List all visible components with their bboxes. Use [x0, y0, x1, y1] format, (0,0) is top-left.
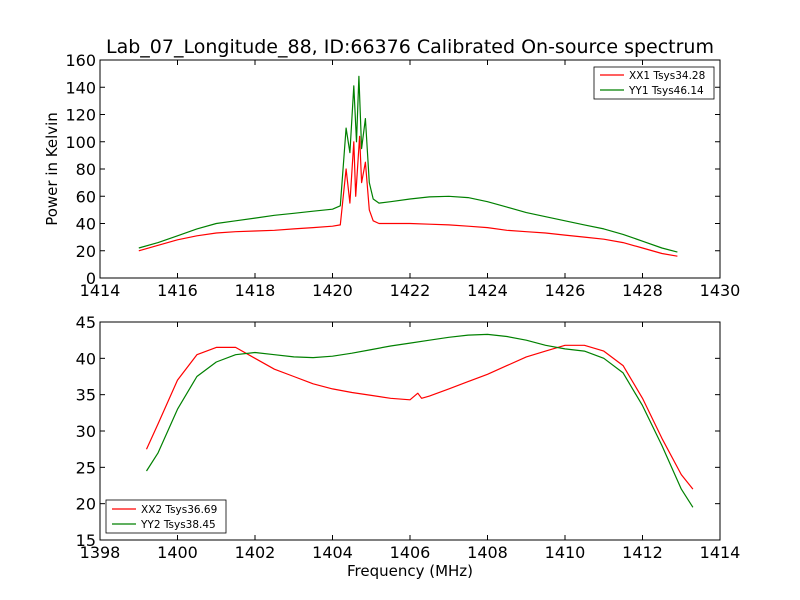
bottom-subplot: Frequency (MHz) 1398 1400 1402 1404 1406 1408… [76, 313, 741, 580]
top-series-layer [138, 75, 678, 257]
bottom-legend: XX2 Tsys36.69 YY2 Tsys38.45 [105, 499, 227, 534]
bottom-series-line-2 [145, 333, 694, 508]
top-y-tick-label: 60 [76, 187, 96, 206]
bottom-series-layer [145, 333, 694, 508]
top-x-tick-label: 1430 [700, 281, 741, 300]
top-subplot: Lab_07_Longitude_88, ID:66376 Calibrated… [43, 36, 740, 300]
top-x-tick-label: 1424 [467, 281, 508, 300]
bottom-y-tick-label: 20 [76, 495, 96, 514]
bottom-x-tick-label: 1414 [700, 543, 741, 562]
bottom-y-tick-label: 35 [76, 386, 96, 405]
top-y-axis-label: Power in Kelvin [43, 112, 61, 226]
bottom-y-tick-label: 40 [76, 349, 96, 368]
bottom-x-tick-label: 1410 [545, 543, 586, 562]
top-series-line-1 [138, 135, 678, 257]
top-chart-title: Lab_07_Longitude_88, ID:66376 Calibrated… [106, 36, 714, 58]
top-y-tick-label: 100 [65, 133, 96, 152]
top-y-tick-label: 120 [65, 106, 96, 125]
top-ticks-layer: 1414 1416 1418 1420 1422 1424 1426 1428 1430 0 20 4… [65, 51, 740, 300]
top-x-tick-label: 1428 [622, 281, 663, 300]
bottom-x-tick-label: 1404 [312, 543, 353, 562]
legend-label-xx2: XX2 Tsys36.69 [141, 504, 217, 516]
bottom-x-tick-label: 1406 [390, 543, 431, 562]
bottom-x-axis-label: Frequency (MHz) [347, 562, 473, 580]
top-y-tick-label: 40 [76, 215, 96, 234]
bottom-x-tick-label: 1412 [622, 543, 663, 562]
top-y-tick-label: 0 [86, 269, 96, 288]
top-x-tick-label: 1422 [390, 281, 431, 300]
top-x-tick-label: 1420 [312, 281, 353, 300]
top-series-line-2 [138, 75, 678, 253]
top-x-tick-label: 1426 [545, 281, 586, 300]
legend-label-yy2: YY2 Tsys38.45 [140, 519, 216, 531]
bottom-ticks-layer: 1398 1400 1402 1404 1406 1408 1410 1412 1414 15 20… [76, 313, 741, 562]
top-y-tick-label: 80 [76, 160, 96, 179]
top-x-tick-label: 1418 [235, 281, 276, 300]
top-x-tick-label: 1414 [80, 281, 121, 300]
top-legend-box [593, 66, 715, 100]
bottom-x-tick-label: 1408 [467, 543, 508, 562]
top-y-tick-label: 20 [76, 242, 96, 261]
bottom-y-tick-label: 25 [76, 458, 96, 477]
bottom-y-tick-label: 15 [76, 531, 96, 550]
bottom-x-tick-label: 1398 [80, 543, 121, 562]
top-y-tick-label: 140 [65, 78, 96, 97]
bottom-legend-box [105, 499, 227, 534]
top-y-tick-label: 160 [65, 51, 96, 70]
top-legend: XX1 Tsys34.28 YY1 Tsys46.14 [593, 66, 715, 100]
bottom-y-tick-label: 45 [76, 313, 96, 332]
top-x-tick-label: 1416 [157, 281, 198, 300]
bottom-x-tick-label: 1402 [235, 543, 276, 562]
legend-label-yy1: YY1 Tsys46.14 [628, 85, 704, 97]
bottom-x-tick-label: 1400 [157, 543, 198, 562]
bottom-series-line-1 [145, 344, 694, 490]
legend-label-xx1: XX1 Tsys34.28 [629, 70, 705, 82]
bottom-y-tick-label: 30 [76, 422, 96, 441]
